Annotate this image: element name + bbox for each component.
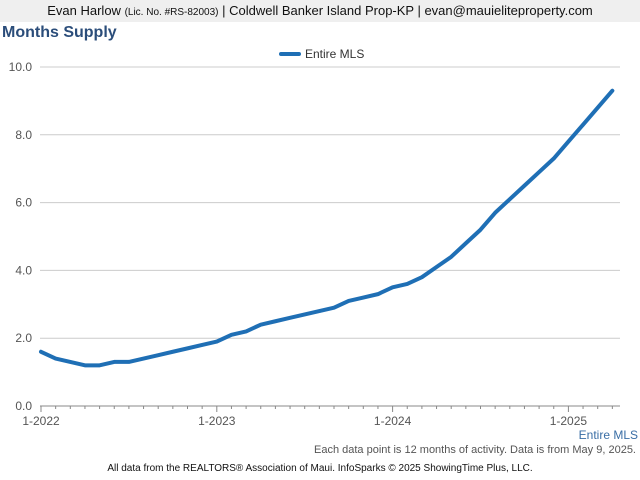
data-point — [244, 329, 248, 334]
license-number: (Lic. No. #RS-82003) — [124, 7, 219, 18]
gridlines — [40, 66, 620, 407]
data-point — [229, 333, 234, 337]
data-point — [581, 123, 585, 127]
data-point — [98, 363, 102, 367]
data-point — [405, 282, 409, 286]
data-point — [610, 89, 614, 93]
data-point — [317, 309, 321, 313]
data-point — [478, 228, 483, 232]
legend-label: Entire MLS — [305, 47, 364, 61]
data-point — [200, 343, 204, 347]
data-point — [508, 197, 512, 201]
y-tick-label: 8.0 — [15, 128, 32, 142]
data-note: Each data point is 12 months of activity… — [313, 444, 636, 456]
x-tick-label: 1-2022 — [22, 414, 60, 428]
data-point — [54, 356, 58, 361]
data-point — [376, 292, 380, 296]
x-tick-label: 1-2024 — [374, 414, 412, 428]
chart-title: Months Supply — [2, 24, 117, 41]
data-point — [420, 275, 424, 279]
data-point — [361, 295, 365, 300]
data-point — [449, 255, 453, 259]
y-tick-label: 10.0 — [9, 60, 33, 74]
data-point — [303, 312, 307, 317]
data-point — [434, 265, 439, 269]
y-tick-label: 6.0 — [15, 196, 32, 210]
axes: 0.0 2.0 4.0 6.0 8.0 10.0 1-2022 1-2023 1-2024 1-2… — [9, 60, 620, 428]
series-end-label: Entire MLS — [579, 428, 638, 442]
data-point — [347, 299, 351, 303]
data-point — [566, 139, 571, 144]
data-point — [156, 353, 160, 357]
data-point — [83, 363, 87, 367]
data-point — [112, 360, 116, 364]
data-point — [171, 350, 175, 354]
footer-credit: All data from the REALTORS® Association … — [107, 463, 533, 474]
agent-name: Evan Harlow — [47, 3, 121, 18]
data-point — [464, 241, 468, 245]
y-tick-label: 0.0 — [15, 399, 32, 413]
legend: Entire MLS Entire MLS — [279, 47, 638, 442]
x-tick-label: 1-2025 — [550, 414, 588, 428]
data-point — [215, 339, 219, 344]
y-tick-label: 4.0 — [15, 263, 32, 277]
data-point — [288, 316, 292, 320]
data-point — [273, 319, 277, 323]
data-point — [185, 346, 190, 350]
data-point — [522, 184, 527, 188]
series-line-entire-mls — [39, 88, 615, 368]
agent-header-bar: Evan Harlow (Lic. No. #RS-82003) | Coldw… — [0, 0, 640, 22]
data-point — [552, 156, 556, 161]
x-tick-label: 1-2023 — [198, 414, 236, 428]
data-point — [259, 323, 263, 327]
data-point — [39, 350, 43, 354]
data-point — [537, 170, 541, 174]
data-point — [493, 211, 497, 215]
data-point — [391, 285, 395, 289]
data-point — [332, 306, 336, 310]
data-point — [141, 356, 146, 361]
series-layer — [39, 88, 615, 368]
data-point — [68, 360, 72, 364]
data-point — [596, 106, 600, 110]
company-email: | Coldwell Banker Island Prop-KP | evan@… — [222, 3, 593, 18]
data-point — [127, 360, 131, 364]
y-tick-label: 2.0 — [15, 331, 32, 345]
